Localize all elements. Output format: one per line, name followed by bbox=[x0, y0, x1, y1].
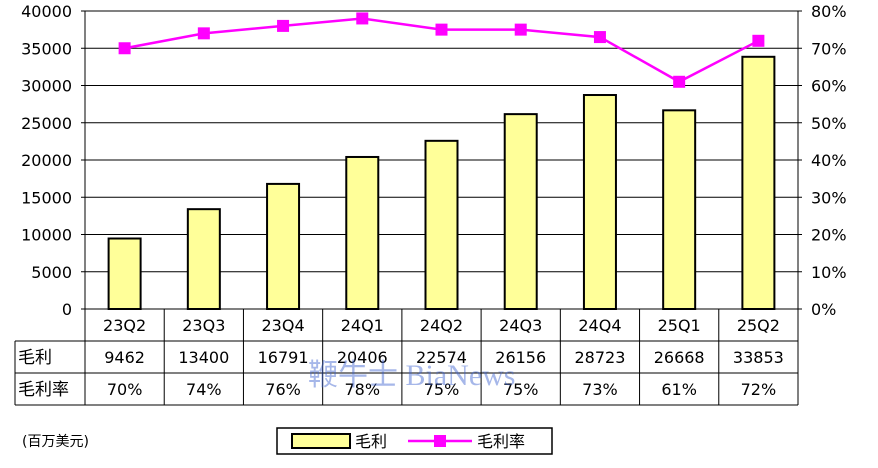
bar bbox=[741, 55, 776, 310]
unit-note: (百万美元) bbox=[22, 434, 89, 450]
y-left-tick-label: 30000 bbox=[21, 77, 72, 96]
table-cell: 72% bbox=[741, 380, 777, 399]
y-right-tick-label: 70% bbox=[811, 39, 847, 58]
table-cell: 20406 bbox=[337, 348, 388, 367]
line-marker bbox=[673, 75, 686, 88]
y-right-tick-label: 60% bbox=[811, 77, 847, 96]
table-cell: 16791 bbox=[258, 348, 309, 367]
x-tick-label: 25Q1 bbox=[658, 316, 701, 335]
table-cell: 9462 bbox=[104, 348, 145, 367]
bar bbox=[503, 113, 538, 310]
x-tick-label: 24Q1 bbox=[341, 316, 384, 335]
table-cell: 70% bbox=[107, 380, 143, 399]
bar bbox=[424, 139, 459, 310]
bar-series bbox=[107, 55, 776, 311]
table-cell: 73% bbox=[582, 380, 618, 399]
y-left-tick-label: 20000 bbox=[21, 151, 72, 170]
table-cell: 26156 bbox=[495, 348, 546, 367]
bar bbox=[345, 155, 380, 310]
table-cell: 61% bbox=[661, 380, 697, 399]
y-right-tick-label: 0% bbox=[811, 300, 836, 319]
x-tick-label: 25Q2 bbox=[737, 316, 780, 335]
legend-label: 毛利率 bbox=[477, 432, 525, 451]
table-cell: 13400 bbox=[178, 348, 229, 367]
line-marker bbox=[752, 34, 765, 47]
bar bbox=[266, 182, 301, 310]
table-cell: 74% bbox=[186, 380, 222, 399]
line-series bbox=[118, 12, 765, 88]
data-table: 23Q2 23Q3 23Q4 24Q1 24Q2 24Q3 24Q4 25Q1 25Q2 毛利 94… bbox=[14, 309, 799, 406]
table-cell: 78% bbox=[344, 380, 380, 399]
table-cell: 33853 bbox=[733, 348, 784, 367]
legend-swatch-bar bbox=[291, 433, 351, 449]
table-cell: 22574 bbox=[416, 348, 467, 367]
bar bbox=[107, 237, 142, 310]
y-left-tick-label: 5000 bbox=[31, 263, 72, 282]
table-row-label: 毛利 bbox=[18, 348, 52, 368]
axes: 0 5000 10000 15000 20000 25000 30000 35000 40000… bbox=[21, 2, 846, 319]
y-right-tick-label: 40% bbox=[811, 151, 847, 170]
y-left-tick-label: 25000 bbox=[21, 114, 72, 133]
table-cell: 76% bbox=[265, 380, 301, 399]
line-marker bbox=[277, 19, 290, 32]
y-right-tick-label: 10% bbox=[811, 263, 847, 282]
line-marker bbox=[118, 42, 131, 55]
x-tick-label: 23Q3 bbox=[182, 316, 225, 335]
line-marker bbox=[593, 31, 606, 44]
table-row-label: 毛利率 bbox=[18, 380, 69, 400]
legend-label: 毛利 bbox=[355, 432, 387, 451]
y-right-tick-label: 80% bbox=[811, 2, 847, 21]
line-marker bbox=[356, 12, 369, 25]
bar bbox=[582, 94, 617, 310]
x-tick-label: 23Q4 bbox=[261, 316, 304, 335]
y-left-tick-label: 10000 bbox=[21, 226, 72, 245]
line-marker bbox=[435, 23, 448, 36]
y-left-tick-label: 35000 bbox=[21, 39, 72, 58]
table-cell: 28723 bbox=[574, 348, 625, 367]
y-right-tick-label: 30% bbox=[811, 188, 847, 207]
y-right-tick-label: 20% bbox=[811, 226, 847, 245]
legend-swatch-marker bbox=[434, 435, 446, 447]
x-tick-label: 24Q3 bbox=[499, 316, 542, 335]
y-right-tick-label: 50% bbox=[811, 114, 847, 133]
watermark: 鞭牛士 BiaNews bbox=[308, 359, 515, 392]
x-tick-label: 24Q2 bbox=[420, 316, 463, 335]
y-left-tick-label: 40000 bbox=[21, 2, 72, 21]
line-marker bbox=[197, 27, 210, 40]
x-tick-label: 24Q4 bbox=[578, 316, 621, 335]
plot-area-border bbox=[84, 10, 799, 310]
y-left-tick-label: 0 bbox=[62, 300, 72, 319]
table-cell: 75% bbox=[424, 380, 460, 399]
bar bbox=[186, 208, 221, 310]
table-cell: 75% bbox=[503, 380, 539, 399]
bar bbox=[662, 109, 697, 311]
x-tick-label: 23Q2 bbox=[103, 316, 146, 335]
legend: 毛利 毛利率 bbox=[276, 427, 553, 455]
table-cell: 26668 bbox=[654, 348, 705, 367]
line-marker bbox=[514, 23, 527, 36]
y-left-tick-label: 15000 bbox=[21, 188, 72, 207]
